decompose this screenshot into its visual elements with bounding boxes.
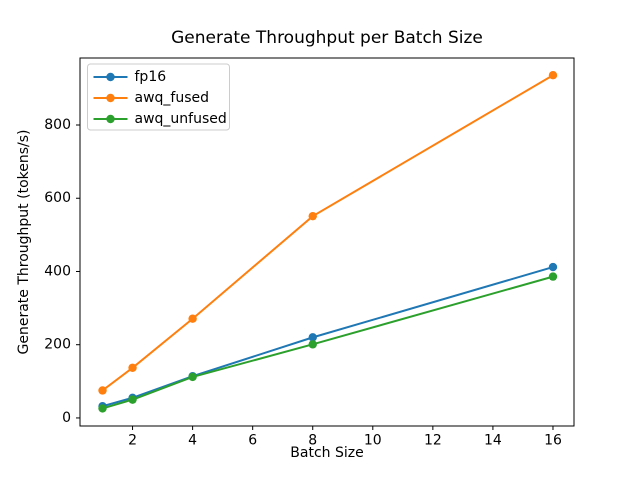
x-tick-label: 4 (188, 433, 197, 449)
series-marker-awq_fused (308, 211, 317, 221)
y-tick-label: 0 (62, 410, 71, 426)
series-marker-awq_fused (98, 386, 107, 395)
series-marker-awq_unfused (548, 272, 558, 281)
y-tick-label: 600 (44, 190, 71, 206)
legend-swatch-marker-fp16 (106, 72, 115, 82)
x-tick-label: 8 (308, 433, 317, 449)
series-marker-awq_unfused (128, 395, 137, 404)
series-marker-awq_unfused (98, 404, 107, 413)
x-tick-label: 2 (128, 433, 137, 449)
series-marker-awq_unfused (308, 340, 317, 349)
legend-label-awq_unfused: awq_unfused (135, 111, 227, 127)
series-marker-fp16 (548, 262, 558, 272)
chart-title: Generate Throughput per Batch Size (171, 28, 483, 48)
x-tick-label: 6 (248, 433, 257, 449)
x-axis-label: Batch Size (290, 445, 364, 461)
x-tick-label: 10 (364, 433, 382, 449)
y-tick-label: 200 (44, 337, 71, 353)
series-marker-awq_fused (548, 71, 558, 80)
x-tick-label: 14 (484, 433, 502, 449)
legend-box (87, 63, 230, 131)
legend-label-fp16: fp16 (135, 69, 167, 85)
x-tick-label: 16 (544, 433, 562, 449)
y-tick-label: 800 (44, 117, 71, 133)
series-line-awq_unfused (102, 275, 554, 410)
x-tick-label: 12 (424, 433, 442, 449)
legend-label-awq_fused: awq_fused (135, 90, 210, 106)
y-tick-label: 400 (44, 263, 71, 279)
plot-area (79, 57, 575, 427)
series-marker-awq_unfused (188, 372, 197, 382)
series-marker-fp16 (308, 333, 317, 342)
legend-swatch-marker-awq_fused (106, 93, 115, 103)
series-marker-awq_fused (188, 314, 197, 323)
series-marker-awq_fused (128, 363, 137, 372)
legend-swatch-marker-awq_unfused (106, 114, 115, 124)
